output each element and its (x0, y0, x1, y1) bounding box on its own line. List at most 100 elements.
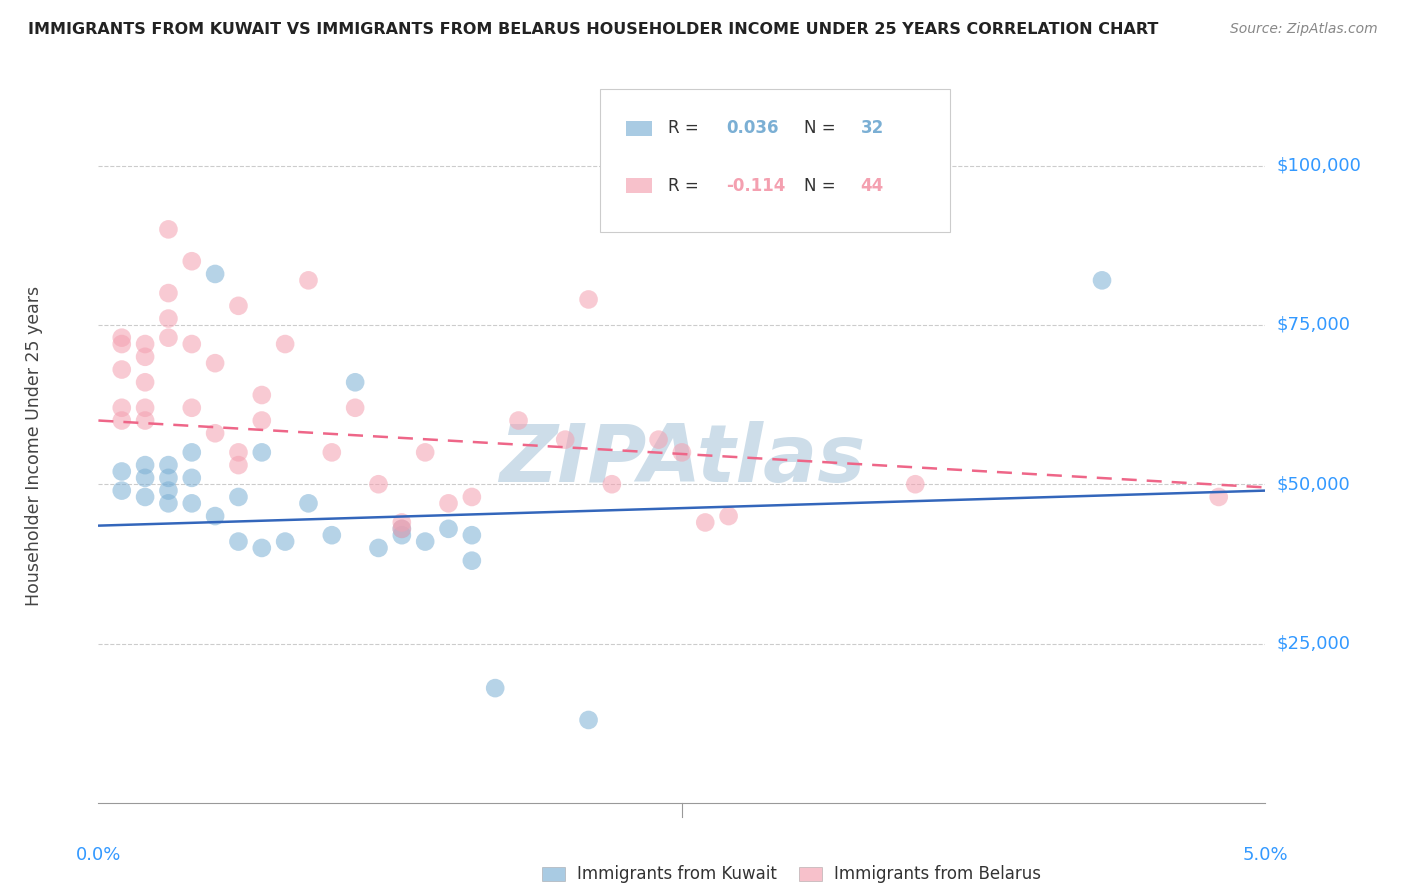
Point (157, 458, 180, 472)
Point (157, 331, 180, 345)
Point (228, 299, 250, 313)
Point (111, 483, 134, 498)
Text: Source: ZipAtlas.com: Source: ZipAtlas.com (1230, 22, 1378, 37)
Point (111, 331, 134, 345)
Point (134, 376, 156, 390)
Point (1208, 490, 1230, 504)
Text: $75,000: $75,000 (1277, 316, 1351, 334)
Point (157, 311, 180, 326)
Point (250, 445, 273, 459)
Point (461, 554, 484, 568)
Bar (626, 120, 651, 136)
Text: $50,000: $50,000 (1277, 475, 1350, 493)
Point (508, 413, 530, 427)
Point (228, 534, 250, 549)
Text: 0.0%: 0.0% (76, 846, 121, 863)
Text: 32: 32 (860, 120, 884, 137)
Point (111, 465, 134, 479)
Point (204, 426, 226, 441)
Text: N =: N = (804, 177, 841, 194)
Point (391, 528, 413, 542)
Point (180, 445, 202, 459)
Point (180, 496, 202, 510)
Point (321, 445, 343, 459)
Point (134, 458, 156, 472)
Point (717, 509, 740, 524)
Text: 0.036: 0.036 (727, 120, 779, 137)
Point (204, 356, 226, 370)
Text: $25,000: $25,000 (1277, 634, 1351, 653)
Text: IMMIGRANTS FROM KUWAIT VS IMMIGRANTS FROM BELARUS HOUSEHOLDER INCOME UNDER 25 YE: IMMIGRANTS FROM KUWAIT VS IMMIGRANTS FRO… (28, 22, 1159, 37)
Point (321, 528, 343, 542)
Point (344, 376, 367, 390)
Point (157, 471, 180, 485)
Point (437, 496, 460, 510)
Point (111, 362, 134, 376)
Point (1091, 273, 1114, 287)
Point (180, 471, 202, 485)
Point (228, 458, 250, 472)
Point (180, 254, 202, 268)
Point (297, 496, 319, 510)
Text: Immigrants from Belarus: Immigrants from Belarus (834, 865, 1040, 883)
Point (484, 681, 506, 695)
Bar (626, 178, 651, 194)
Text: -0.114: -0.114 (727, 177, 786, 194)
Point (111, 337, 134, 351)
Point (578, 713, 600, 727)
Point (204, 267, 226, 281)
Point (367, 477, 389, 491)
Point (134, 471, 156, 485)
Text: N =: N = (804, 120, 841, 137)
Point (461, 490, 484, 504)
Point (204, 509, 226, 524)
Point (647, 433, 669, 447)
Point (228, 490, 250, 504)
FancyBboxPatch shape (600, 89, 950, 232)
Text: Immigrants from Kuwait: Immigrants from Kuwait (576, 865, 776, 883)
Point (134, 337, 156, 351)
Point (111, 413, 134, 427)
Point (157, 286, 180, 301)
Point (344, 401, 367, 415)
Point (250, 413, 273, 427)
Point (391, 522, 413, 536)
Point (391, 516, 413, 530)
Point (134, 490, 156, 504)
Point (554, 433, 576, 447)
Point (695, 516, 717, 530)
Point (250, 541, 273, 555)
Point (157, 483, 180, 498)
Point (274, 534, 297, 549)
Bar (799, 867, 823, 881)
Point (274, 337, 297, 351)
Point (600, 477, 623, 491)
Point (134, 350, 156, 364)
Point (157, 222, 180, 236)
Bar (541, 867, 565, 881)
Point (228, 445, 250, 459)
Point (391, 522, 413, 536)
Point (413, 534, 436, 549)
Text: 44: 44 (860, 177, 884, 194)
Point (297, 273, 319, 287)
Point (671, 445, 693, 459)
Point (437, 522, 460, 536)
Point (180, 337, 202, 351)
Point (367, 541, 389, 555)
Point (250, 388, 273, 402)
Point (461, 528, 484, 542)
Text: ZIPAtlas: ZIPAtlas (499, 421, 865, 500)
Text: R =: R = (668, 120, 704, 137)
Text: Householder Income Under 25 years: Householder Income Under 25 years (25, 286, 44, 606)
Point (578, 293, 600, 307)
Point (180, 401, 202, 415)
Text: 5.0%: 5.0% (1243, 846, 1288, 863)
Text: R =: R = (668, 177, 704, 194)
Point (413, 445, 436, 459)
Point (134, 401, 156, 415)
Point (157, 496, 180, 510)
Point (134, 413, 156, 427)
Text: $100,000: $100,000 (1277, 157, 1361, 175)
Point (111, 401, 134, 415)
